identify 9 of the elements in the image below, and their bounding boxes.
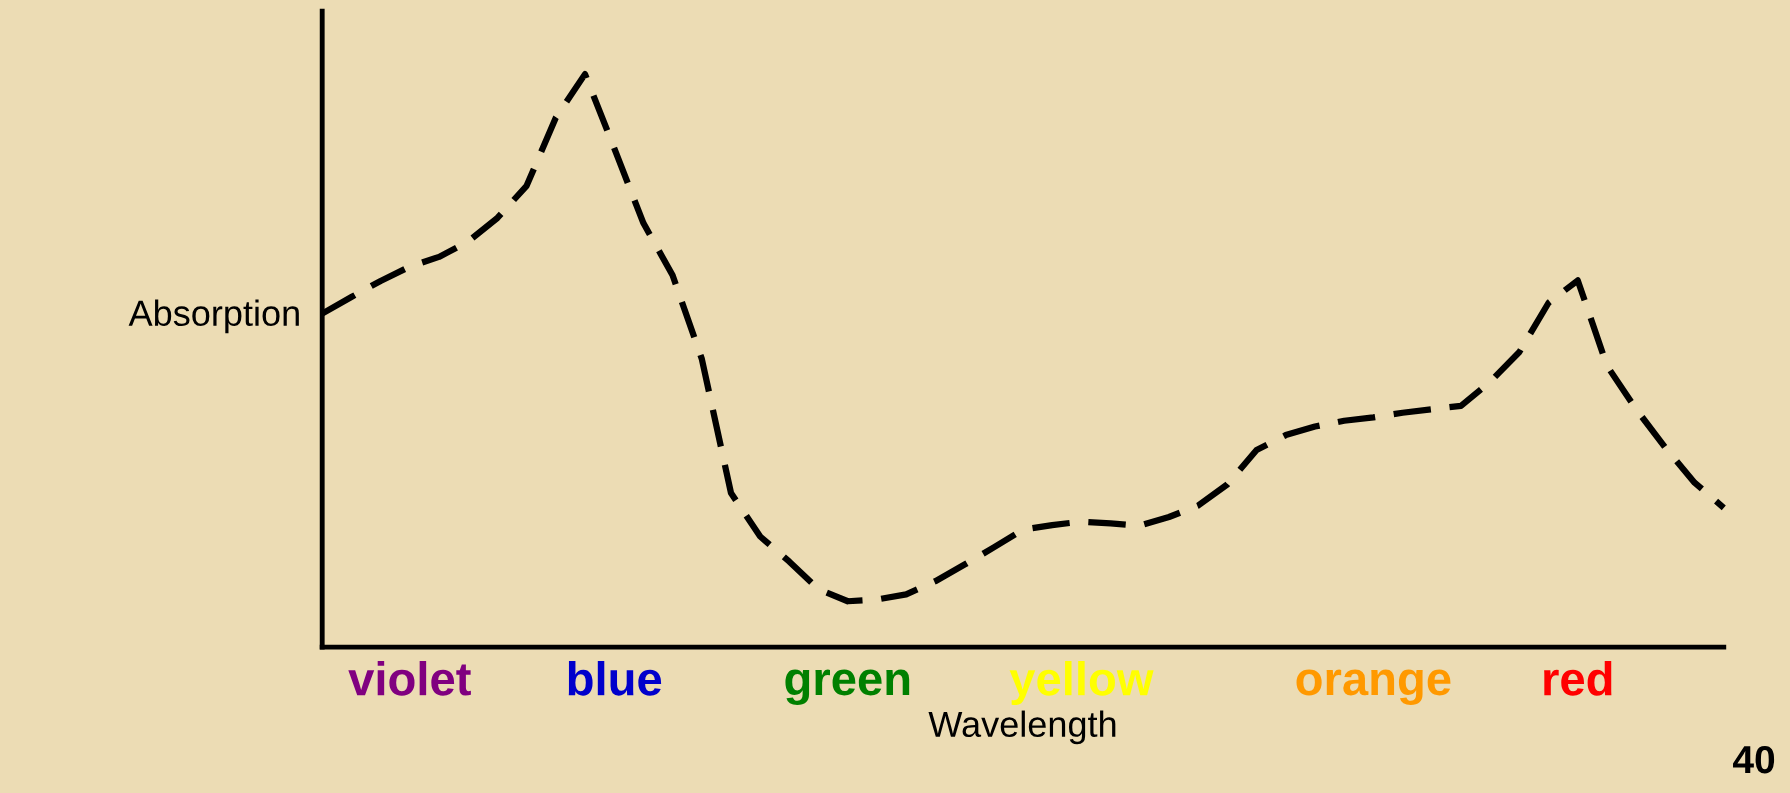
x-tick-label: violet [348,660,471,696]
x-tick-label: red [1544,660,1612,696]
x-tick-label: blue [568,660,662,696]
x-tick-label: orange [1296,669,1451,705]
y-axis-title: Absorption [128,299,299,334]
text: 40 [1733,745,1775,774]
x-tick-label: green [785,669,910,705]
x-axis-title: Wavelength [928,710,1116,745]
x-tick-label: yellow [1009,660,1154,705]
